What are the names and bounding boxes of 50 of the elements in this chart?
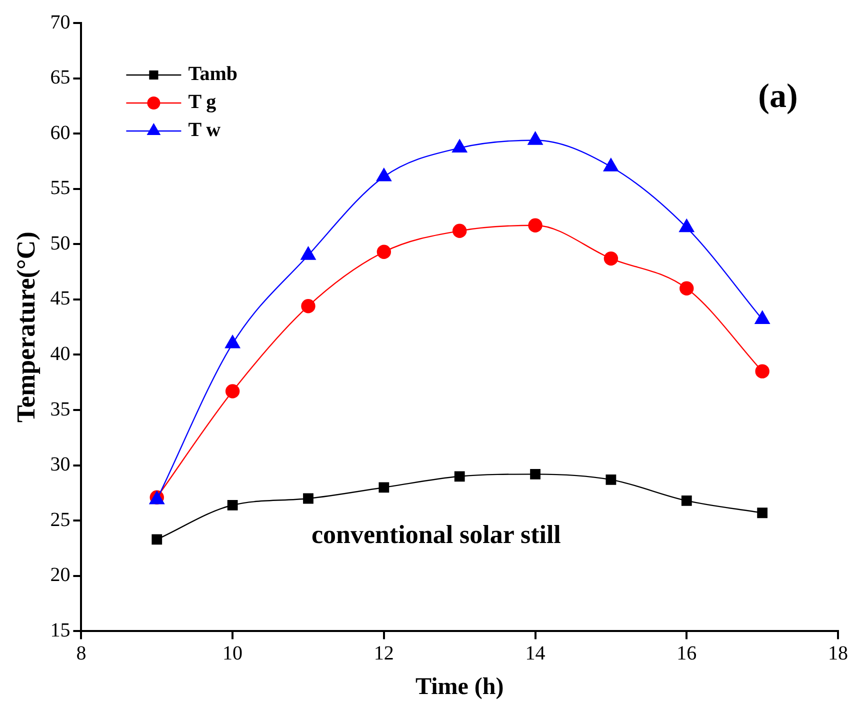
point (755, 364, 770, 378)
point (757, 508, 768, 518)
legend-label: T g (188, 91, 216, 114)
point (227, 500, 238, 510)
y-tick-label: 45 (50, 288, 70, 310)
point (376, 244, 392, 260)
point (454, 471, 465, 482)
x-axis-title: Time (h) (415, 674, 504, 700)
point (152, 534, 162, 545)
legend-label: Tamb (188, 63, 238, 86)
point (378, 482, 390, 493)
point (680, 281, 694, 296)
x-tick-label: 18 (828, 642, 848, 664)
point (376, 168, 392, 182)
point (754, 310, 770, 324)
y-tick-label: 40 (50, 342, 70, 365)
annotation: conventional solar still (311, 520, 561, 549)
point (528, 132, 543, 145)
y-tick-label: 50 (50, 232, 70, 254)
x-tick-label: 16 (676, 642, 697, 664)
point (452, 224, 467, 238)
x-tick-label: 10 (222, 642, 243, 664)
point (452, 139, 468, 153)
y-tick-label: 20 (50, 564, 70, 586)
point (679, 218, 694, 232)
point (603, 158, 618, 172)
point (530, 468, 540, 480)
y-tick-label: 35 (50, 398, 70, 420)
y-tick-label: 55 (50, 177, 70, 200)
point (225, 335, 240, 348)
y-tick-label: 15 (50, 619, 70, 642)
point (225, 384, 240, 398)
point (604, 251, 618, 266)
y-axis-title: Temperature(°C) (11, 232, 40, 423)
point (528, 218, 542, 232)
point (681, 496, 692, 506)
y-tick-label: 65 (50, 66, 70, 89)
y-tick-label: 60 (50, 122, 70, 144)
annotation: (a) (758, 78, 798, 115)
point (300, 246, 316, 260)
x-tick-label: 8 (76, 642, 86, 664)
point (303, 493, 314, 504)
y-tick-label: 70 (50, 11, 70, 34)
x-tick-label: 14 (525, 642, 546, 664)
x-tick-label: 12 (374, 642, 394, 664)
y-tick-label: 30 (50, 454, 70, 476)
point (606, 474, 616, 485)
point (301, 298, 316, 314)
legend-label: T w (188, 119, 222, 142)
y-tick-label: 25 (50, 508, 70, 531)
